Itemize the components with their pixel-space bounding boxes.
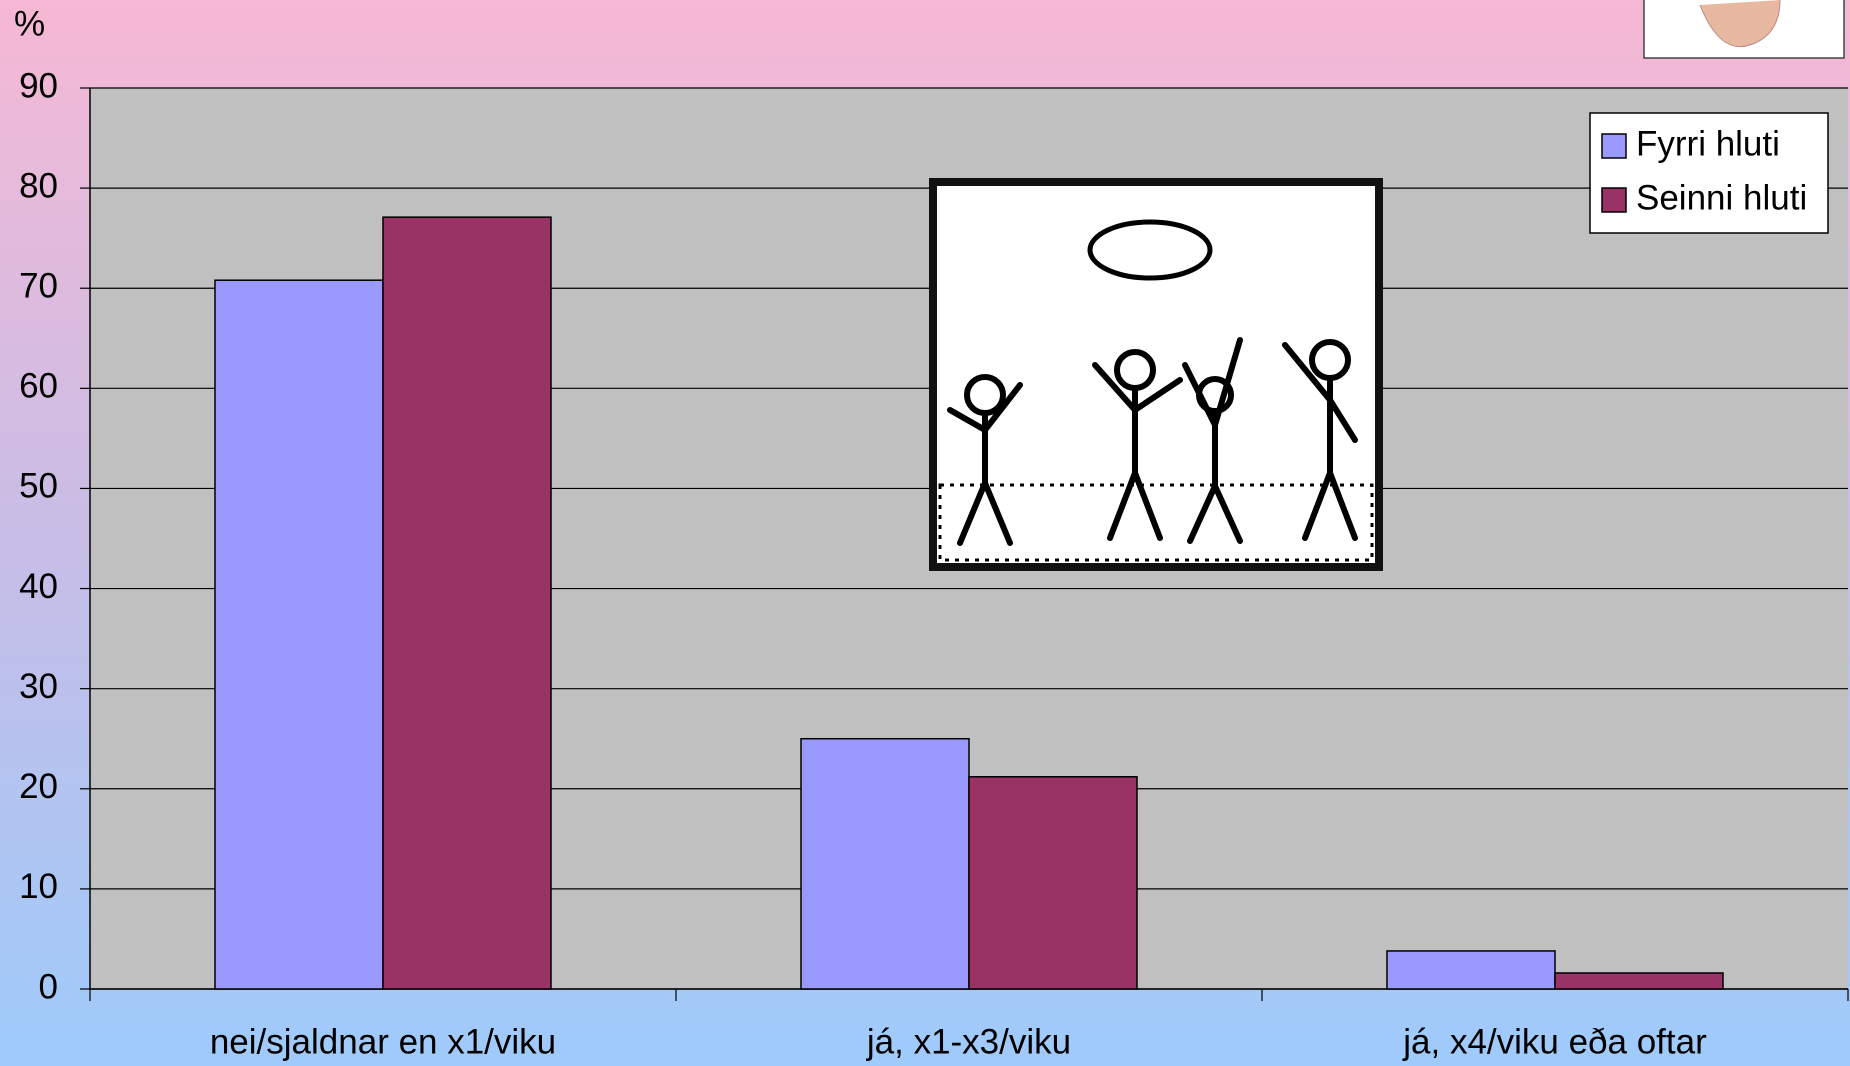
bar	[1554, 972, 1724, 990]
bar	[214, 279, 384, 990]
inset-sun	[1087, 219, 1213, 281]
y-tick-label: 70	[19, 266, 58, 305]
y-tick-label: 40	[19, 567, 58, 606]
y-tick-label: 90	[19, 66, 58, 105]
bar	[382, 216, 552, 990]
y-tick-label: 30	[19, 667, 58, 706]
x-tick-label: já, x1-x3/viku	[866, 1022, 1071, 1061]
legend-label: Fyrri hluti	[1636, 124, 1780, 163]
legend-swatch	[1601, 187, 1627, 213]
legend-swatch	[1601, 133, 1627, 159]
decor	[1643, 0, 1845, 59]
y-tick-label: 0	[39, 967, 58, 1006]
y-tick-label: 50	[19, 467, 58, 506]
legend-label: Seinni hluti	[1636, 178, 1807, 217]
x-tick-label: já, x4/viku eða oftar	[1402, 1022, 1707, 1061]
inset-picture	[929, 178, 1383, 571]
y-tick-label: 10	[19, 867, 58, 906]
bar	[1386, 950, 1556, 990]
bar	[968, 776, 1138, 990]
y-tick-label: 60	[19, 367, 58, 406]
y-axis-label: %	[14, 4, 45, 43]
legend-box	[1589, 112, 1829, 234]
corner-picture-art	[1699, 0, 1781, 47]
y-tick-label: 80	[19, 166, 58, 205]
bar	[800, 737, 970, 990]
inset-figures	[947, 337, 1358, 546]
x-tick-label: nei/sjaldnar en x1/viku	[210, 1022, 556, 1061]
y-tick-label: 20	[19, 767, 58, 806]
